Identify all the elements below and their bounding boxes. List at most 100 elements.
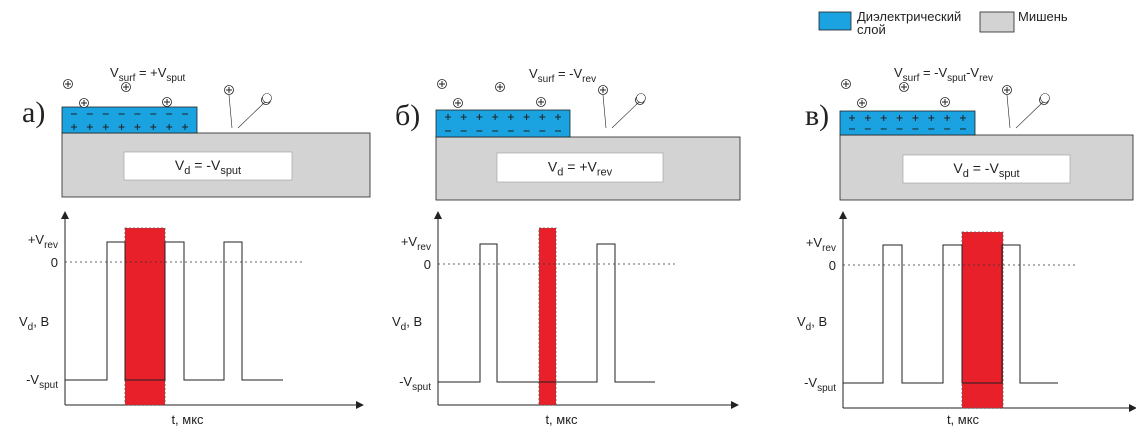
panel-label: б) bbox=[395, 99, 420, 132]
target-voltage-sub: d bbox=[184, 165, 190, 177]
sputter-window bbox=[124, 227, 166, 406]
axis-label-zero: 0 bbox=[51, 255, 58, 270]
axis-label-vrev-sub: rev bbox=[417, 242, 431, 253]
waveform bbox=[65, 241, 283, 381]
legend-swatch-target bbox=[979, 11, 1015, 33]
axis-label-vrev-sub: rev bbox=[44, 240, 58, 251]
surface-voltage-sub: rev bbox=[979, 73, 993, 84]
charge-sign bbox=[81, 100, 87, 106]
surface-voltage-sub: surf bbox=[119, 73, 136, 84]
legend-swatch-dielectric bbox=[818, 11, 852, 31]
charge-sign bbox=[445, 114, 451, 120]
charge-sign bbox=[226, 87, 232, 93]
target-voltage-sub: rev bbox=[597, 167, 613, 179]
panel-label: в) bbox=[805, 99, 829, 132]
target-voltage-part: V bbox=[953, 160, 963, 176]
axis-label-y-part: V bbox=[797, 314, 806, 329]
axis-label-vrev-sub: rev bbox=[822, 243, 836, 254]
charge-sign bbox=[118, 124, 125, 130]
surface-voltage: Vsurf = -Vrev bbox=[529, 66, 596, 85]
axis-label-y: Vd, B bbox=[19, 314, 49, 333]
surface-voltage-part: = -V bbox=[919, 65, 947, 80]
axis-label-y-sub: d bbox=[28, 322, 34, 333]
electron bbox=[636, 93, 646, 103]
charge-sign bbox=[600, 87, 606, 93]
axis-label-y-sub: d bbox=[401, 322, 407, 333]
surface-voltage-sub: sput bbox=[166, 73, 185, 84]
surface-voltage-sub: surf bbox=[538, 74, 555, 85]
surface-voltage-part: = +V bbox=[135, 65, 166, 80]
charge-sign bbox=[182, 124, 188, 130]
axis-label-vsput: -Vsput bbox=[399, 374, 431, 393]
charge-sign bbox=[507, 114, 514, 120]
surface-voltage-part: V bbox=[529, 66, 538, 81]
axis-label-x: t, мкс bbox=[947, 412, 980, 427]
charge-sign bbox=[460, 114, 467, 120]
electron-path bbox=[611, 101, 640, 129]
axis-label-vsput-part: -V bbox=[804, 375, 817, 390]
waveform bbox=[843, 244, 1058, 384]
surface-voltage-sub: sput bbox=[947, 73, 966, 84]
surface-voltage-part: V bbox=[110, 65, 119, 80]
charge-sign bbox=[1004, 87, 1010, 93]
charge-sign bbox=[864, 115, 871, 121]
electron bbox=[1040, 93, 1050, 103]
axis-label-x: t, мкс bbox=[171, 412, 204, 427]
electron-path bbox=[1015, 101, 1044, 129]
target-voltage-sub: d bbox=[557, 167, 563, 179]
panel-label: а) bbox=[22, 96, 45, 129]
target-voltage: Vd = -Vsput bbox=[175, 157, 241, 177]
axis-label-vrev-part: +V bbox=[28, 232, 45, 247]
surface-voltage: Vsurf = -Vsput-Vrev bbox=[894, 65, 993, 84]
ion-path bbox=[1006, 94, 1011, 129]
target-voltage-sub: sput bbox=[999, 168, 1020, 180]
ion-path bbox=[228, 94, 233, 129]
surface-voltage-sub: surf bbox=[903, 73, 920, 84]
ion-path bbox=[602, 94, 607, 129]
axis-label-vrev: +Vrev bbox=[806, 235, 836, 254]
sputter-window bbox=[538, 227, 557, 406]
charge-sign bbox=[859, 100, 865, 106]
target-voltage-part: V bbox=[175, 157, 185, 173]
legend-target: Мишень bbox=[1018, 9, 1068, 24]
charge-sign bbox=[102, 124, 109, 130]
charge-sign bbox=[538, 99, 544, 105]
charge-sign bbox=[912, 115, 919, 121]
axis-label-vrev-part: +V bbox=[401, 234, 418, 249]
charge-sign bbox=[942, 99, 948, 105]
surface-voltage-part: V bbox=[894, 65, 903, 80]
target-voltage: Vd = +Vrev bbox=[548, 159, 613, 179]
electron-path bbox=[237, 101, 266, 129]
charge-sign bbox=[523, 114, 530, 120]
axis-label-vsput: -Vsput bbox=[26, 372, 58, 391]
axis-label-y-part: V bbox=[19, 314, 28, 329]
charge-sign bbox=[166, 124, 173, 130]
surface-voltage: Vsurf = +Vsput bbox=[110, 65, 186, 84]
dielectric bbox=[435, 109, 571, 138]
legend-dielectric: Диэлектрический слой bbox=[857, 9, 961, 37]
axis-label-x: t, мкс bbox=[545, 412, 578, 427]
waveform bbox=[438, 243, 655, 383]
charge-sign bbox=[476, 114, 483, 120]
charge-sign bbox=[928, 115, 935, 121]
axis-label-vrev: +Vrev bbox=[401, 234, 431, 253]
axis-label-y: Vd, B bbox=[797, 314, 827, 333]
axis-label-vsput-sub: sput bbox=[39, 380, 58, 391]
axis-label-y: Vd, B bbox=[392, 314, 422, 333]
charge-sign bbox=[555, 114, 561, 120]
charge-sign bbox=[86, 124, 93, 130]
surface-voltage-part: = -V bbox=[554, 66, 582, 81]
axis-label-vsput-part: -V bbox=[26, 372, 39, 387]
charge-sign bbox=[455, 100, 461, 106]
dielectric bbox=[839, 110, 976, 136]
charge-sign bbox=[134, 124, 141, 130]
charge-sign bbox=[164, 99, 170, 105]
target-voltage-part: = -V bbox=[969, 160, 1000, 176]
charge-sign bbox=[150, 124, 157, 130]
voltage-box bbox=[496, 152, 664, 183]
charge-sign bbox=[849, 115, 855, 121]
voltage-box bbox=[902, 154, 1071, 184]
charge-sign bbox=[497, 84, 503, 90]
charge-sign bbox=[896, 115, 903, 121]
axis-label-vsput-sub: sput bbox=[817, 383, 836, 394]
